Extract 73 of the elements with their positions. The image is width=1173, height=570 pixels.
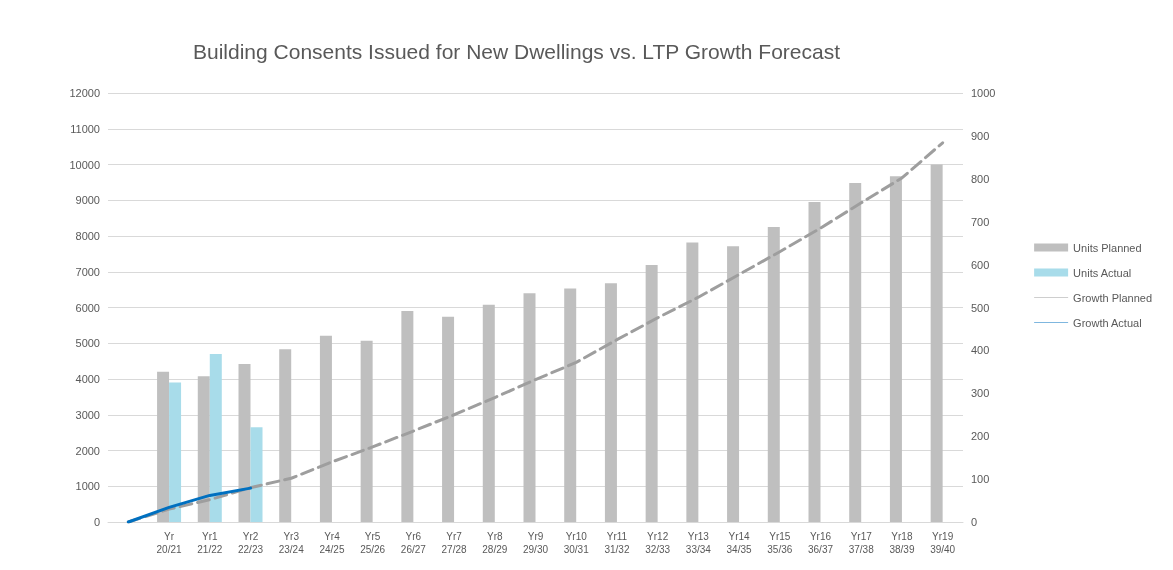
bar <box>197 376 210 522</box>
bar <box>930 164 943 522</box>
y-tick-label: 9000 <box>75 194 100 207</box>
y-tick-label: 4000 <box>75 373 100 385</box>
legend-label: Growth Planned <box>1073 291 1153 304</box>
bar <box>360 340 373 522</box>
x-tick-label: Yr5 25/26 <box>360 531 386 555</box>
x-tick-label: Yr11 31/32 <box>604 531 630 555</box>
y2-tick-label: 1000 <box>971 87 996 99</box>
y2-tick-label: 500 <box>971 301 990 314</box>
x-tick-label: Yr3 23/24 <box>278 531 305 555</box>
y-tick-label: 5000 <box>75 337 100 350</box>
x-tick-label: Yr 20/21 <box>156 531 183 555</box>
bar <box>157 371 170 522</box>
bar <box>442 316 455 522</box>
x-tick-label: Yr8 28/29 <box>482 531 508 555</box>
bar <box>604 283 617 522</box>
x-tick-label: Yr9 29/30 <box>522 531 549 555</box>
x-tick-label: Yr10 30/31 <box>563 531 590 555</box>
x-tick-label: Yr4 24/25 <box>319 531 345 555</box>
x-tick-label: Yr14 34/35 <box>726 531 753 555</box>
y-tick-label: 3000 <box>75 408 100 421</box>
x-tick-label: Yr1 21/22 <box>197 531 223 555</box>
x-tick-label: Yr2 22/23 <box>237 531 264 555</box>
y-tick-label: 1000 <box>75 480 100 493</box>
bar <box>401 311 414 522</box>
legend-label: Growth Actual <box>1073 316 1142 329</box>
y2-tick-label: 800 <box>971 172 990 185</box>
bar <box>849 183 862 522</box>
x-tick-label: Yr18 38/39 <box>889 531 915 555</box>
x-tick-label: Yr7 27/28 <box>441 531 468 555</box>
x-tick-label: Yr6 26/27 <box>400 531 427 555</box>
bar <box>727 246 740 522</box>
bar <box>169 382 182 522</box>
y-tick-label: 2000 <box>75 444 100 457</box>
x-tick-label: Yr12 32/33 <box>645 531 671 555</box>
bar <box>808 202 821 522</box>
bar <box>523 293 536 522</box>
bar <box>279 349 292 522</box>
bar <box>238 363 251 522</box>
bar <box>482 304 495 522</box>
bar <box>889 176 902 522</box>
y2-tick-label: 200 <box>971 430 990 443</box>
bar <box>686 242 699 522</box>
line-series <box>126 486 252 524</box>
x-tick-label: Yr13 33/34 <box>685 531 712 555</box>
bar <box>209 353 222 522</box>
y-tick-label: 11000 <box>70 122 100 135</box>
y2-tick-label: 300 <box>971 387 990 400</box>
x-tick-label: Yr17 37/38 <box>848 531 875 555</box>
y2-tick-label: 0 <box>971 516 978 528</box>
y2-tick-label: 100 <box>971 473 990 486</box>
bar <box>319 335 332 522</box>
y2-tick-label: 600 <box>971 258 990 271</box>
y-tick-label: 0 <box>93 516 100 528</box>
y2-tick-label: 400 <box>971 344 990 357</box>
y-tick-label: 6000 <box>75 301 100 314</box>
bar <box>250 427 263 522</box>
chart-title: Building Consents Issued for New Dwellings vs. LTP Growth Forecast <box>193 40 841 63</box>
bar <box>564 288 577 522</box>
legend-label: Units Planned <box>1073 241 1142 254</box>
y2-tick-label: 700 <box>971 215 990 228</box>
y2-tick-label: 900 <box>971 129 990 142</box>
y-tick-label: 8000 <box>75 230 100 242</box>
x-tick-label: Yr19 39/40 <box>930 531 956 555</box>
x-tick-label: Yr16 36/37 <box>807 531 834 555</box>
y-tick-label: 7000 <box>75 265 100 278</box>
bar <box>645 264 658 522</box>
y-tick-label: 12000 <box>69 87 100 99</box>
y-tick-label: 10000 <box>69 158 100 171</box>
legend-label: Units Actual <box>1073 266 1132 279</box>
bar <box>767 227 780 522</box>
x-tick-label: Yr15 35/36 <box>767 531 793 555</box>
